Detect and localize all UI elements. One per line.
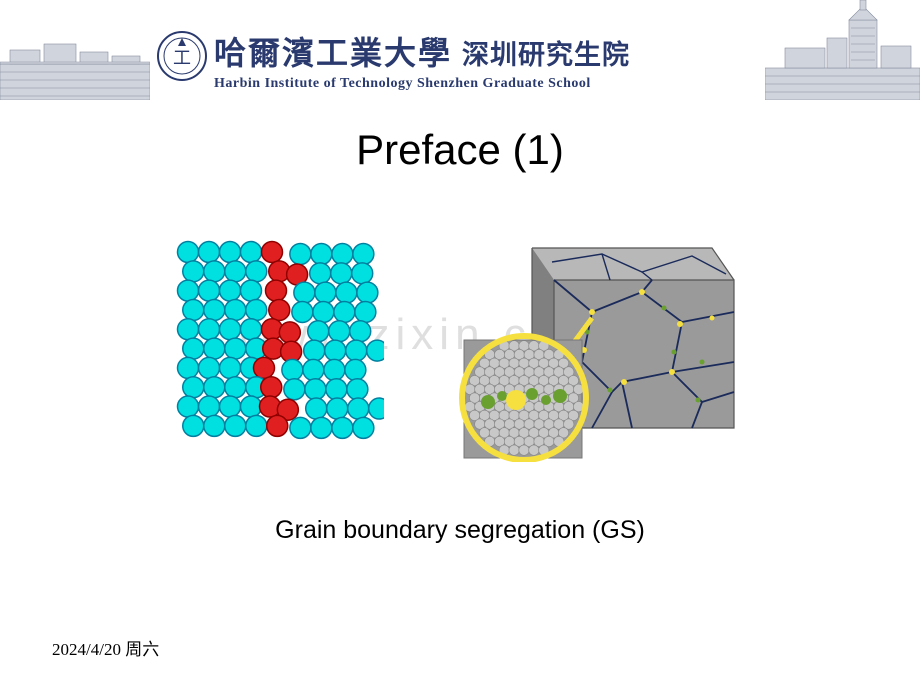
figures-container xyxy=(0,240,920,500)
university-dept-cn: 深圳研究生院 xyxy=(462,40,630,70)
university-name-en: Harbin Institute of Technology Shenzhen … xyxy=(214,76,630,92)
university-name-block: 哈爾濱工業大學 深圳研究生院 Harbin Institute of Techn… xyxy=(214,28,630,92)
footer-date: 2024/4/20 周六 xyxy=(52,635,159,660)
svg-text:工: 工 xyxy=(173,48,191,68)
figure-caption: Grain boundary segregation (GS) xyxy=(0,516,920,545)
slide-title: Preface (1) xyxy=(0,126,920,174)
polycrystal-cube-diagram xyxy=(442,232,752,462)
university-logo-icon: 工 xyxy=(156,30,208,82)
university-name-cn: 哈爾濱工業大學 深圳研究生院 xyxy=(214,28,630,74)
grain-boundary-2d-diagram xyxy=(174,240,384,450)
university-main-cn: 哈爾濱工業大學 xyxy=(214,35,452,71)
building-right-illustration xyxy=(765,0,920,100)
building-left-illustration xyxy=(0,14,150,100)
page-header: 工 哈爾濱工業大學 深圳研究生院 Harbin Institute of Tec… xyxy=(0,0,920,108)
